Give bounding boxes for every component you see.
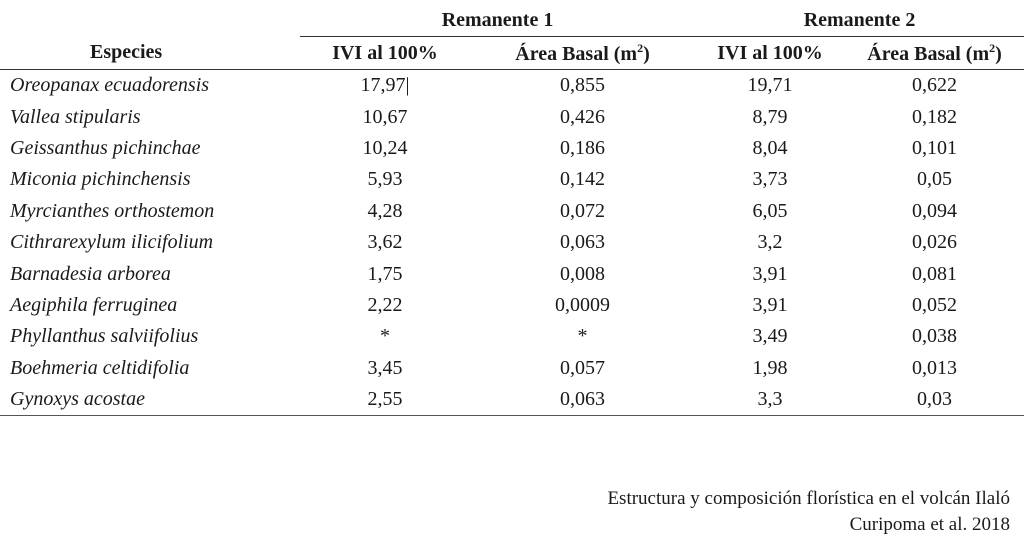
area-basal-remanente-1-cell: 0,063 <box>470 383 696 417</box>
area-basal-remanente-1-cell: 0,855 <box>560 74 605 97</box>
source-citation: Estructura y composición florística en e… <box>607 486 1010 538</box>
species-cell: Vallea stipularis <box>10 105 141 128</box>
table-row: Myrcianthes orthostemon 4,28 0,072 6,05 0,09… <box>0 196 1024 227</box>
ivi-remanente-2-cell: 3,73 <box>752 168 788 191</box>
species-cell: Myrcianthes orthostemon <box>10 199 215 222</box>
column-header-ivi-2: IVI al 100% <box>695 36 846 70</box>
area-basal-remanente-1-cell: 0,426 <box>560 105 605 128</box>
area-basal-remanente-1-cell: 0,0009 <box>555 293 610 316</box>
area-basal-label: Área Basal (m <box>867 42 990 65</box>
ivi-remanente-1-cell: * <box>380 325 390 348</box>
column-header-row: Especies IVI al 100% Área Basal (m2) IVI… <box>0 36 1024 70</box>
ivi-remanente-2-cell: 3,91 <box>752 262 788 285</box>
area-basal-remanente-1-cell: 0,057 <box>560 356 605 379</box>
area-basal-remanente-1-cell: 0,142 <box>560 168 605 191</box>
species-cell: Geissanthus pichinchae <box>10 136 201 159</box>
species-cell: Aegiphila ferruginea <box>10 293 178 316</box>
ivi-remanente-2-cell: 3,91 <box>752 293 788 316</box>
table-body: Oreopanax ecuadorensis 17,97| 0,855 19,71 0,… <box>0 70 1024 417</box>
table-row: Cithrarexylum ilicifolium 3,62 0,063 3,2 0,0… <box>0 227 1024 258</box>
species-cell: Phyllanthus salviifolius <box>10 325 199 348</box>
ivi-remanente-1-cell: 4,28 <box>367 199 403 222</box>
ivi-remanente-1-cell: 5,93 <box>367 168 403 191</box>
ivi-remanente-1-cell: 3,45 <box>367 356 403 379</box>
table-row: Gynoxys acostae 2,55 0,063 3,3 0,03 <box>0 383 1024 417</box>
area-basal-remanente-2-cell: 0,182 <box>912 105 958 128</box>
ivi-remanente-1-cell: 2,55 <box>300 383 470 417</box>
area-basal-remanente-2-cell: 0,05 <box>917 168 953 191</box>
table-row: Phyllanthus salviifolius * * 3,49 0,038 <box>0 321 1024 352</box>
species-table-container: Remanente 1 Remanente 2 Especies IVI al … <box>0 0 1024 417</box>
area-basal-remanente-2-cell: 0,094 <box>912 199 958 222</box>
species-table: Remanente 1 Remanente 2 Especies IVI al … <box>0 0 1024 417</box>
ivi-remanente-1-cell: 3,62 <box>367 231 403 254</box>
table-row: Aegiphila ferruginea 2,22 0,0009 3,91 0,052 <box>0 290 1024 321</box>
ivi-remanente-1-cell: 17,97| <box>360 74 410 97</box>
area-basal-remanente-1-cell: 0,008 <box>560 262 605 285</box>
table-row: Geissanthus pichinchae 10,24 0,186 8,04 0,10… <box>0 133 1024 164</box>
area-basal-remanente-2-cell: 0,101 <box>912 136 958 159</box>
ivi-remanente-2-cell: 19,71 <box>747 74 793 97</box>
species-cell: Oreopanax ecuadorensis <box>10 74 210 97</box>
ivi-remanente-1-cell: 1,75 <box>367 262 403 285</box>
area-basal-remanente-1-cell: * <box>577 325 588 348</box>
column-header-area-basal-2: Área Basal (m2) <box>845 36 1024 70</box>
area-basal-remanente-2-cell: 0,622 <box>912 74 958 97</box>
column-header-ivi-1: IVI al 100% <box>300 36 470 70</box>
ivi-remanente-1-cell: 2,22 <box>367 293 403 316</box>
area-basal-remanente-2-cell: 0,052 <box>912 293 958 316</box>
species-cell: Miconia pichinchensis <box>10 168 191 191</box>
area-basal-remanente-1-cell: 0,063 <box>560 231 605 254</box>
ivi-remanente-2-cell: 3,49 <box>752 325 788 348</box>
species-cell: Cithrarexylum ilicifolium <box>10 231 214 254</box>
ivi-remanente-2-cell: 1,98 <box>752 356 788 379</box>
area-basal-remanente-1-cell: 0,072 <box>560 199 605 222</box>
species-cell: Boehmeria celtidifolia <box>10 356 190 379</box>
area-basal-label: Área Basal (m <box>515 42 638 65</box>
ivi-remanente-2-cell: 8,79 <box>752 105 788 128</box>
species-cell: Gynoxys acostae <box>0 383 300 417</box>
ivi-remanente-2-cell: 3,3 <box>695 383 846 417</box>
area-basal-superscript: 2 <box>989 40 996 55</box>
ivi-remanente-2-cell: 6,05 <box>752 199 788 222</box>
table-row: Barnadesia arborea 1,75 0,008 3,91 0,081 <box>0 258 1024 289</box>
source-title: Estructura y composición florística en e… <box>607 488 1010 509</box>
group-header-remanente-1: Remanente 1 <box>300 0 696 37</box>
table-row: Oreopanax ecuadorensis 17,97| 0,855 19,71 0,… <box>0 70 1024 102</box>
group-header-remanente-2: Remanente 2 <box>695 0 1024 37</box>
source-authors: Curipoma et al. 2018 <box>849 514 1010 535</box>
table-row: Boehmeria celtidifolia 3,45 0,057 1,98 0,013 <box>0 353 1024 384</box>
column-header-area-basal-1: Área Basal (m2) <box>470 36 696 70</box>
ivi-remanente-1-cell: 10,67 <box>362 105 408 128</box>
column-header-species: Especies <box>0 36 300 70</box>
area-basal-remanente-2-cell: 0,026 <box>912 231 958 254</box>
table-row: Miconia pichinchensis 5,93 0,142 3,73 0,05 <box>0 164 1024 195</box>
table-row: Vallea stipularis 10,67 0,426 8,79 0,182 <box>0 101 1024 132</box>
group-header-row: Remanente 1 Remanente 2 <box>0 0 1024 37</box>
area-basal-superscript: 2 <box>637 40 644 55</box>
ivi-remanente-2-cell: 8,04 <box>752 136 788 159</box>
area-basal-remanente-1-cell: 0,186 <box>560 136 605 159</box>
area-basal-remanente-2-cell: 0,081 <box>912 262 958 285</box>
area-basal-remanente-2-cell: 0,03 <box>845 383 1024 417</box>
area-basal-remanente-2-cell: 0,013 <box>912 356 958 379</box>
table-header: Remanente 1 Remanente 2 Especies IVI al … <box>0 0 1024 70</box>
area-basal-close: ) <box>643 42 650 65</box>
group-header-blank <box>0 0 300 37</box>
ivi-remanente-1-cell: 10,24 <box>362 136 408 159</box>
area-basal-close: ) <box>995 42 1002 65</box>
ivi-remanente-2-cell: 3,2 <box>757 231 783 254</box>
area-basal-remanente-2-cell: 0,038 <box>912 325 958 348</box>
species-cell: Barnadesia arborea <box>10 262 171 285</box>
